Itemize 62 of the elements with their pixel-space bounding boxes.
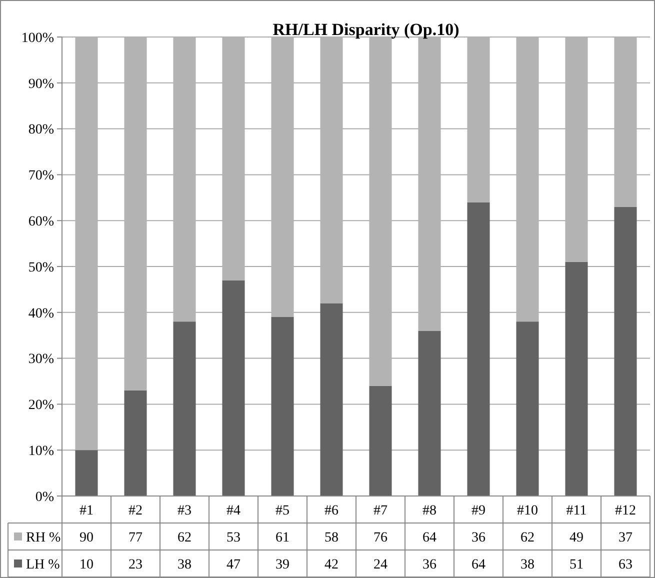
x-tick-label: #3 <box>178 503 192 518</box>
y-tick-label: 10% <box>28 444 54 459</box>
legend-label: LH % <box>26 557 60 572</box>
x-tick-label: #6 <box>324 503 338 518</box>
y-tick-label: 30% <box>28 352 54 368</box>
data-label: 61 <box>276 530 290 546</box>
data-label: 47 <box>226 557 240 572</box>
y-tick-label: 0% <box>35 490 54 505</box>
bar <box>369 386 392 496</box>
data-label: 58 <box>324 530 338 546</box>
x-tick-label: #5 <box>276 503 290 518</box>
data-label: 37 <box>618 530 632 546</box>
y-tick-label: 70% <box>28 168 54 184</box>
data-label: 76 <box>374 530 388 546</box>
data-label: 23 <box>128 557 142 572</box>
y-tick-label: 50% <box>28 260 54 276</box>
bar <box>271 316 294 496</box>
data-label: 77 <box>128 530 142 546</box>
x-tick-label: #8 <box>422 503 436 518</box>
bar <box>222 280 245 496</box>
x-tick-label: #9 <box>472 503 486 518</box>
y-tick-label: 60% <box>28 214 54 230</box>
y-tick-label: 80% <box>28 122 54 138</box>
data-label: 53 <box>226 530 240 546</box>
data-label: 63 <box>618 557 632 572</box>
data-label: 64 <box>472 557 486 572</box>
data-label: 36 <box>422 557 436 572</box>
y-tick-label: 90% <box>28 76 54 92</box>
data-label: 42 <box>324 557 338 572</box>
chart-title: RH/LH Disparity (Op.10) <box>272 20 460 39</box>
bar <box>320 303 343 496</box>
x-tick-label: #10 <box>517 503 538 518</box>
bar <box>124 390 147 496</box>
x-tick-label: #12 <box>615 503 636 518</box>
data-label: 38 <box>178 557 192 572</box>
bar <box>614 206 637 496</box>
data-label: 62 <box>520 530 534 546</box>
bar <box>75 450 98 496</box>
x-tick-label: #11 <box>566 503 587 518</box>
data-label: 10 <box>80 557 94 572</box>
data-label: 90 <box>80 530 94 546</box>
legend-label: RH % <box>26 530 61 546</box>
data-label: 49 <box>570 530 584 546</box>
x-tick-label: #1 <box>80 503 94 518</box>
x-tick-label: #4 <box>226 503 240 518</box>
bar <box>467 202 490 496</box>
bar <box>418 330 441 496</box>
y-tick-label: 40% <box>28 306 54 322</box>
data-label: 36 <box>472 530 486 546</box>
data-label: 64 <box>422 530 436 546</box>
x-tick-label: #7 <box>374 503 388 518</box>
y-tick-label: 20% <box>28 398 54 414</box>
data-label: 38 <box>520 557 534 572</box>
bar <box>516 322 539 496</box>
bar <box>565 262 588 496</box>
data-label: 24 <box>374 557 388 572</box>
data-label: 51 <box>570 557 584 572</box>
data-label: 62 <box>178 530 192 546</box>
y-tick-label: 100% <box>21 30 54 46</box>
data-label: 39 <box>276 557 290 572</box>
bar <box>173 322 196 496</box>
x-tick-label: #2 <box>128 503 142 518</box>
